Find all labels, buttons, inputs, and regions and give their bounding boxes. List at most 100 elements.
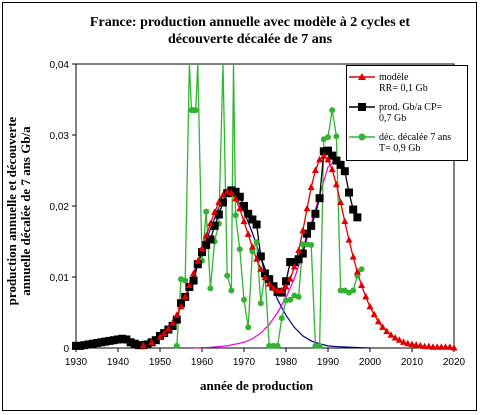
data-point-triangle bbox=[253, 255, 261, 262]
legend-label-line-2: T= 0,9 Gb bbox=[379, 143, 421, 154]
data-point-square bbox=[303, 229, 311, 238]
data-point-triangle bbox=[404, 339, 412, 347]
data-point-square bbox=[72, 341, 80, 350]
y-tick-label: 0,04 bbox=[50, 60, 70, 71]
data-point-triangle bbox=[450, 344, 458, 351]
data-point-circle bbox=[278, 315, 285, 322]
data-point-circle bbox=[299, 241, 306, 248]
data-point-triangle bbox=[307, 183, 315, 191]
data-point-triangle bbox=[282, 282, 290, 290]
data-point-triangle bbox=[383, 327, 391, 335]
data-point-triangle bbox=[416, 341, 424, 349]
chart-title: France: production annuelle avec modèle … bbox=[60, 14, 440, 48]
data-point-square bbox=[340, 167, 349, 176]
y-tick-label: 0,02 bbox=[50, 202, 70, 213]
data-point-square bbox=[88, 339, 97, 348]
y-tick-label: 0,03 bbox=[50, 131, 70, 142]
data-point-circle bbox=[329, 107, 336, 114]
series-line-2 bbox=[176, 63, 363, 347]
data-point-circle bbox=[308, 242, 315, 249]
data-point-triangle bbox=[257, 265, 265, 272]
data-point-circle bbox=[245, 324, 252, 331]
chart-frame bbox=[2, 2, 477, 411]
data-point-triangle bbox=[408, 340, 416, 347]
data-point-square bbox=[143, 340, 152, 349]
data-point-triangle bbox=[219, 191, 227, 198]
data-point-triangle bbox=[341, 217, 349, 225]
y-tick-label: 0,01 bbox=[50, 273, 70, 284]
data-point-square bbox=[252, 220, 261, 229]
x-tick-label: 2020 bbox=[443, 357, 466, 368]
data-point-square bbox=[97, 338, 106, 347]
data-point-triangle bbox=[345, 236, 353, 243]
data-point-square bbox=[206, 235, 215, 244]
data-point-square bbox=[307, 221, 316, 230]
data-point-square bbox=[198, 248, 206, 257]
data-point-square bbox=[93, 339, 101, 348]
data-point-triangle bbox=[412, 341, 420, 348]
data-point-square bbox=[290, 258, 299, 267]
data-point-triangle bbox=[387, 331, 395, 338]
data-point-triangle bbox=[446, 343, 454, 350]
data-point-triangle bbox=[244, 230, 252, 237]
data-point-circle bbox=[325, 134, 331, 141]
x-tick-label: 1930 bbox=[65, 357, 88, 368]
x-axis-label: année de production bbox=[200, 378, 314, 393]
data-point-triangle bbox=[366, 302, 374, 310]
data-point-triangle bbox=[148, 338, 156, 345]
data-point-square bbox=[202, 241, 211, 250]
data-point-circle bbox=[224, 272, 231, 279]
data-point-triangle bbox=[190, 269, 198, 276]
data-point-square bbox=[109, 336, 118, 345]
data-point-triangle bbox=[370, 310, 378, 318]
data-point-triangle bbox=[173, 311, 181, 318]
data-point-square bbox=[168, 321, 177, 330]
series-markers bbox=[72, 107, 458, 351]
data-point-square bbox=[76, 341, 85, 350]
data-point-square bbox=[114, 335, 122, 344]
data-point-triangle bbox=[303, 204, 311, 212]
data-point-triangle bbox=[328, 165, 336, 173]
data-point-square bbox=[118, 334, 127, 343]
data-point-circle bbox=[295, 293, 302, 300]
data-point-triangle bbox=[290, 263, 298, 270]
data-point-square bbox=[122, 335, 131, 344]
data-point-square bbox=[298, 249, 307, 258]
legend-marker-circle bbox=[349, 133, 375, 141]
axes: 1930 1940 1950 1960 1970 1980 1990 2000 2010 2020… bbox=[50, 60, 466, 368]
data-point-square bbox=[210, 221, 219, 230]
data-point-square bbox=[319, 147, 328, 156]
data-point-square bbox=[261, 269, 269, 278]
data-point-triangle bbox=[400, 338, 408, 345]
data-point-circle bbox=[173, 342, 180, 349]
data-point-circle bbox=[257, 300, 264, 307]
data-point-triangle bbox=[232, 194, 240, 202]
data-point-triangle bbox=[286, 275, 294, 282]
data-point-triangle bbox=[349, 253, 357, 260]
data-point-triangle bbox=[181, 292, 189, 300]
legend-marker-triangle bbox=[349, 73, 375, 80]
data-point-triangle bbox=[164, 324, 172, 332]
legend: modèle RR= 0,1 Gb prod. Gb/a CP= 0,7 Gb … bbox=[346, 65, 468, 161]
data-point-square bbox=[193, 260, 202, 269]
data-point-triangle bbox=[362, 292, 370, 300]
data-point-triangle bbox=[311, 166, 319, 173]
data-point-square bbox=[151, 336, 160, 345]
data-point-triangle bbox=[177, 302, 185, 310]
x-tick-label: 2010 bbox=[401, 357, 424, 368]
data-point-circle bbox=[333, 133, 340, 140]
data-point-triangle bbox=[358, 281, 366, 289]
legend-label-line-2: 0,7 Gb bbox=[379, 113, 407, 124]
data-point-circle bbox=[203, 208, 210, 215]
data-point-triangle bbox=[316, 155, 324, 163]
data-point-triangle bbox=[395, 336, 403, 343]
data-point-triangle bbox=[194, 257, 202, 264]
data-point-triangle bbox=[337, 198, 345, 205]
data-point-square bbox=[256, 252, 265, 261]
data-point-circle bbox=[312, 342, 319, 349]
data-point-triangle bbox=[236, 204, 244, 212]
data-point-square bbox=[294, 255, 303, 264]
data-point-triangle bbox=[353, 268, 361, 275]
data-point-square bbox=[101, 337, 110, 346]
